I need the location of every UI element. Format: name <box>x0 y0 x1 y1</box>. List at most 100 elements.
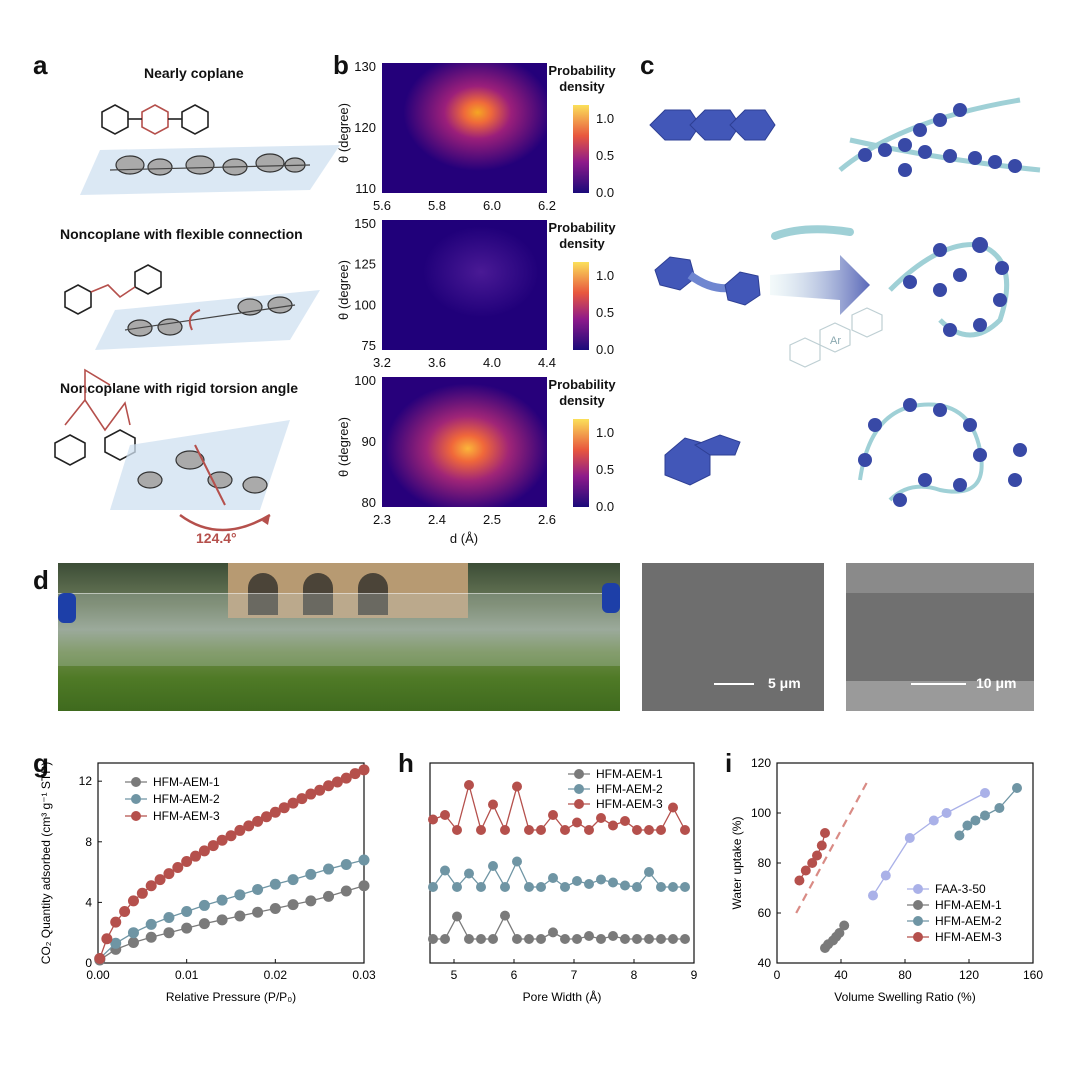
b-ytick: 80 <box>362 495 376 510</box>
data-point <box>252 815 264 827</box>
rigid-torsion-structure <box>54 368 136 466</box>
colorbar-tick: 1.0 <box>596 111 614 126</box>
colorbar-title-2: density <box>559 393 605 408</box>
data-point <box>101 933 113 945</box>
plot-frame <box>429 762 695 964</box>
data-point <box>608 931 618 941</box>
legend-marker <box>574 769 584 779</box>
data-point <box>269 902 281 914</box>
legend-marker <box>131 777 141 787</box>
data-point <box>163 912 175 924</box>
panel-a-row3-title: Noncoplane with rigid torsion angle <box>60 380 299 396</box>
crystal-structure-2 <box>124 296 296 337</box>
data-point <box>305 895 317 907</box>
b-xtick: 3.6 <box>428 355 446 370</box>
data-point <box>287 899 299 911</box>
data-point <box>608 820 618 831</box>
data-point <box>287 797 299 809</box>
b-ytick: 130 <box>354 59 376 74</box>
data-point <box>464 780 474 790</box>
colorbar-title-1: Probability <box>548 220 616 235</box>
panel-b-heatmaps: 130 120 110 5.6 5.8 6.0 6.2 θ (degree) Probabili… <box>336 59 616 546</box>
data-point <box>904 833 915 843</box>
legend-label: HFM-AEM-3 <box>935 930 1002 944</box>
panel-label-b: b <box>333 50 349 80</box>
data-point <box>476 882 486 892</box>
data-point <box>172 862 184 874</box>
data-point <box>488 934 498 944</box>
b-xtick: 4.4 <box>538 355 556 370</box>
x-axis-label: Pore Width (Å) <box>523 989 602 1004</box>
panel-label-d: d <box>33 565 49 595</box>
data-point <box>198 845 210 857</box>
data-point <box>584 825 594 835</box>
data-point <box>145 918 157 930</box>
data-point <box>488 799 498 810</box>
data-point <box>596 934 606 944</box>
data-point <box>476 825 486 835</box>
data-point <box>163 927 175 939</box>
data-point <box>536 934 546 944</box>
data-point <box>234 889 246 901</box>
data-point <box>110 916 122 928</box>
x-tick-label: 0.01 <box>175 968 199 982</box>
data-point <box>358 880 370 892</box>
data-point <box>839 920 850 931</box>
legend-marker <box>913 884 923 894</box>
panel-label-g: g <box>33 748 49 778</box>
torsion-arc <box>179 513 271 532</box>
panel-label-h: h <box>398 748 414 778</box>
b-ytick: 100 <box>354 297 376 312</box>
data-point <box>656 825 666 835</box>
terphenyl-structure <box>101 104 209 135</box>
data-point <box>119 905 131 917</box>
data-point <box>596 874 606 885</box>
legend-marker <box>131 811 141 821</box>
data-point <box>512 781 522 792</box>
data-point <box>305 868 317 880</box>
data-point <box>269 806 281 818</box>
series-line <box>433 914 685 940</box>
legend-label: HFM-AEM-2 <box>153 792 220 806</box>
ar-label: Ar <box>830 335 841 347</box>
data-point <box>560 882 570 892</box>
data-point <box>314 784 326 796</box>
data-point <box>608 877 618 888</box>
colorbar-title-1: Probability <box>548 377 616 392</box>
data-point <box>572 934 582 944</box>
data-point <box>181 905 193 917</box>
data-point <box>656 934 666 944</box>
x-axis-label: Volume Swelling Ratio (%) <box>834 990 975 1004</box>
flexible-block <box>654 256 761 306</box>
colorbar-tick: 0.0 <box>596 185 614 200</box>
data-point <box>440 934 450 944</box>
data-point <box>127 895 139 907</box>
data-point <box>305 788 317 800</box>
data-point <box>331 776 343 788</box>
data-point <box>644 934 654 944</box>
panel-label-a: a <box>33 50 48 80</box>
data-point <box>524 934 534 944</box>
scale-label-e: 5 μm <box>768 675 801 691</box>
y-tick-label: 12 <box>79 774 93 788</box>
ar-monomer <box>789 307 883 368</box>
data-point <box>145 931 157 943</box>
b-ytick: 110 <box>355 181 376 196</box>
x-tick-label: 0.00 <box>86 968 110 982</box>
colorbar-tick: 0.0 <box>596 342 614 357</box>
data-point <box>428 882 438 892</box>
data-point <box>145 880 157 892</box>
heatmap-2 <box>382 220 547 350</box>
data-point <box>488 861 498 871</box>
heatmap-3 <box>382 377 547 507</box>
b-xtick: 6.2 <box>538 198 556 213</box>
data-point <box>440 865 450 876</box>
data-point <box>928 815 939 826</box>
b-xtick: 4.0 <box>483 355 501 370</box>
data-point <box>428 814 438 825</box>
data-point <box>225 830 237 842</box>
y-tick-label: 100 <box>751 806 771 820</box>
y-tick-label: 40 <box>758 956 772 970</box>
data-point <box>452 825 462 835</box>
panel-label-i: i <box>725 748 733 778</box>
